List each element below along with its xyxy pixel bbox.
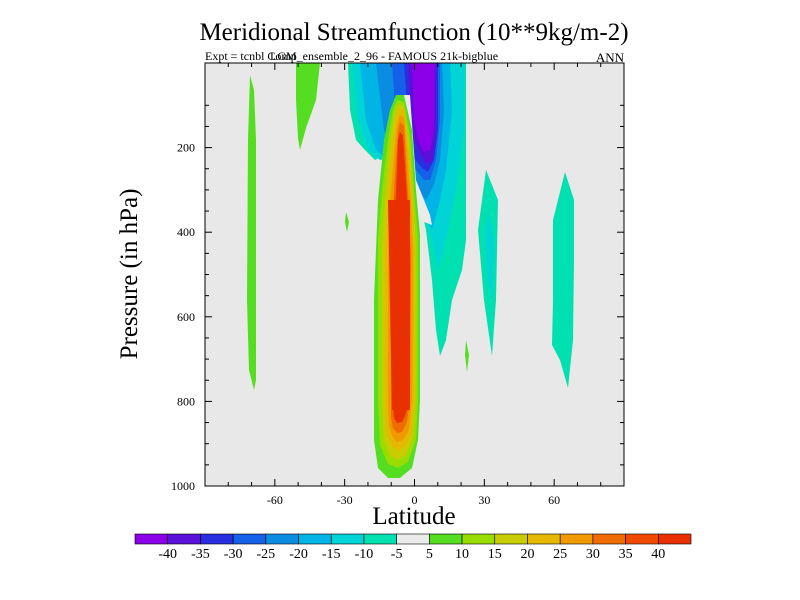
colorbar-swatch <box>134 533 169 545</box>
colorbar-swatch <box>461 533 496 545</box>
colorbar-swatch <box>298 533 332 545</box>
colorbar-swatch <box>527 533 561 545</box>
contour-small-green-north <box>465 340 469 372</box>
colorbar-label: -10 <box>355 547 374 562</box>
chart-title: Meridional Streamfunction (10**9kg/m-2) <box>199 19 628 46</box>
contour-pos-core <box>388 200 410 410</box>
y-tick-label: 600 <box>177 310 195 324</box>
contour-neg-north-3 <box>486 210 494 300</box>
chart-subtitle-right: ANN <box>596 50 625 65</box>
y-axis-label: Pressure (in hPa) <box>116 189 143 360</box>
colorbar-swatch <box>363 533 397 545</box>
colorbar-label: 10 <box>455 547 469 562</box>
y-axis: 200 400 600 800 1000 <box>171 104 624 493</box>
contour-upper-green <box>296 63 320 150</box>
contour-small-positive <box>345 212 349 232</box>
chart-subtitle-overlap: LGM_ensemble_2_96 - FAMOUS 21k-bigblue <box>270 49 498 63</box>
y-tick-label: 1000 <box>171 479 195 493</box>
colorbar-swatch <box>625 533 659 545</box>
colorbar-swatch <box>396 533 430 545</box>
colorbar-label: 30 <box>586 547 600 562</box>
colorbar-label: 25 <box>553 547 567 562</box>
colorbar-label: 15 <box>488 547 502 562</box>
colorbar-swatch <box>200 533 234 545</box>
x-axis-label: Latitude <box>372 503 455 530</box>
colorbar-swatch <box>265 533 299 545</box>
contour-weak-positive-south <box>247 75 256 390</box>
colorbar-label: -5 <box>391 547 403 562</box>
colorbar-swatch <box>167 533 201 545</box>
colorbar-label: 5 <box>426 547 433 562</box>
colorbar-label: 20 <box>520 547 534 562</box>
x-tick-label: 60 <box>548 493 560 507</box>
colorbar-label: -15 <box>322 547 341 562</box>
colorbar: -40 -35 -30 -25 -20 -15 -10 -5 5 10 15 20 25 30 35 40 <box>134 533 692 562</box>
y-tick-label: 200 <box>177 141 195 155</box>
y-tick-label: 400 <box>177 225 195 239</box>
y-tick-label: 800 <box>177 394 195 408</box>
colorbar-swatch <box>559 533 594 545</box>
x-axis: -60 -30 0 30 60 <box>227 63 602 507</box>
x-tick-label: -30 <box>337 493 353 507</box>
colorbar-label: -30 <box>224 547 243 562</box>
contour-fills <box>247 63 574 478</box>
chart-subtitle-left: Expt = tcnbl Comp <box>205 49 297 63</box>
contour-neg-purple-core <box>412 63 435 152</box>
colorbar-label: 35 <box>619 547 633 562</box>
x-tick-label: 30 <box>478 493 490 507</box>
colorbar-label: 40 <box>651 547 665 562</box>
colorbar-label: -40 <box>158 547 177 562</box>
colorbar-label: -35 <box>191 547 210 562</box>
colorbar-swatch <box>232 533 267 545</box>
colorbar-label: -25 <box>256 547 275 562</box>
colorbar-swatch <box>657 533 692 545</box>
contour-neg-north-2 <box>552 172 574 388</box>
colorbar-swatch <box>330 533 365 545</box>
colorbar-swatch <box>429 533 463 545</box>
colorbar-swatch <box>494 533 528 545</box>
colorbar-swatch <box>592 533 626 545</box>
x-tick-label: 0 <box>412 493 418 507</box>
x-tick-label: -60 <box>267 493 283 507</box>
colorbar-label: -20 <box>289 547 308 562</box>
